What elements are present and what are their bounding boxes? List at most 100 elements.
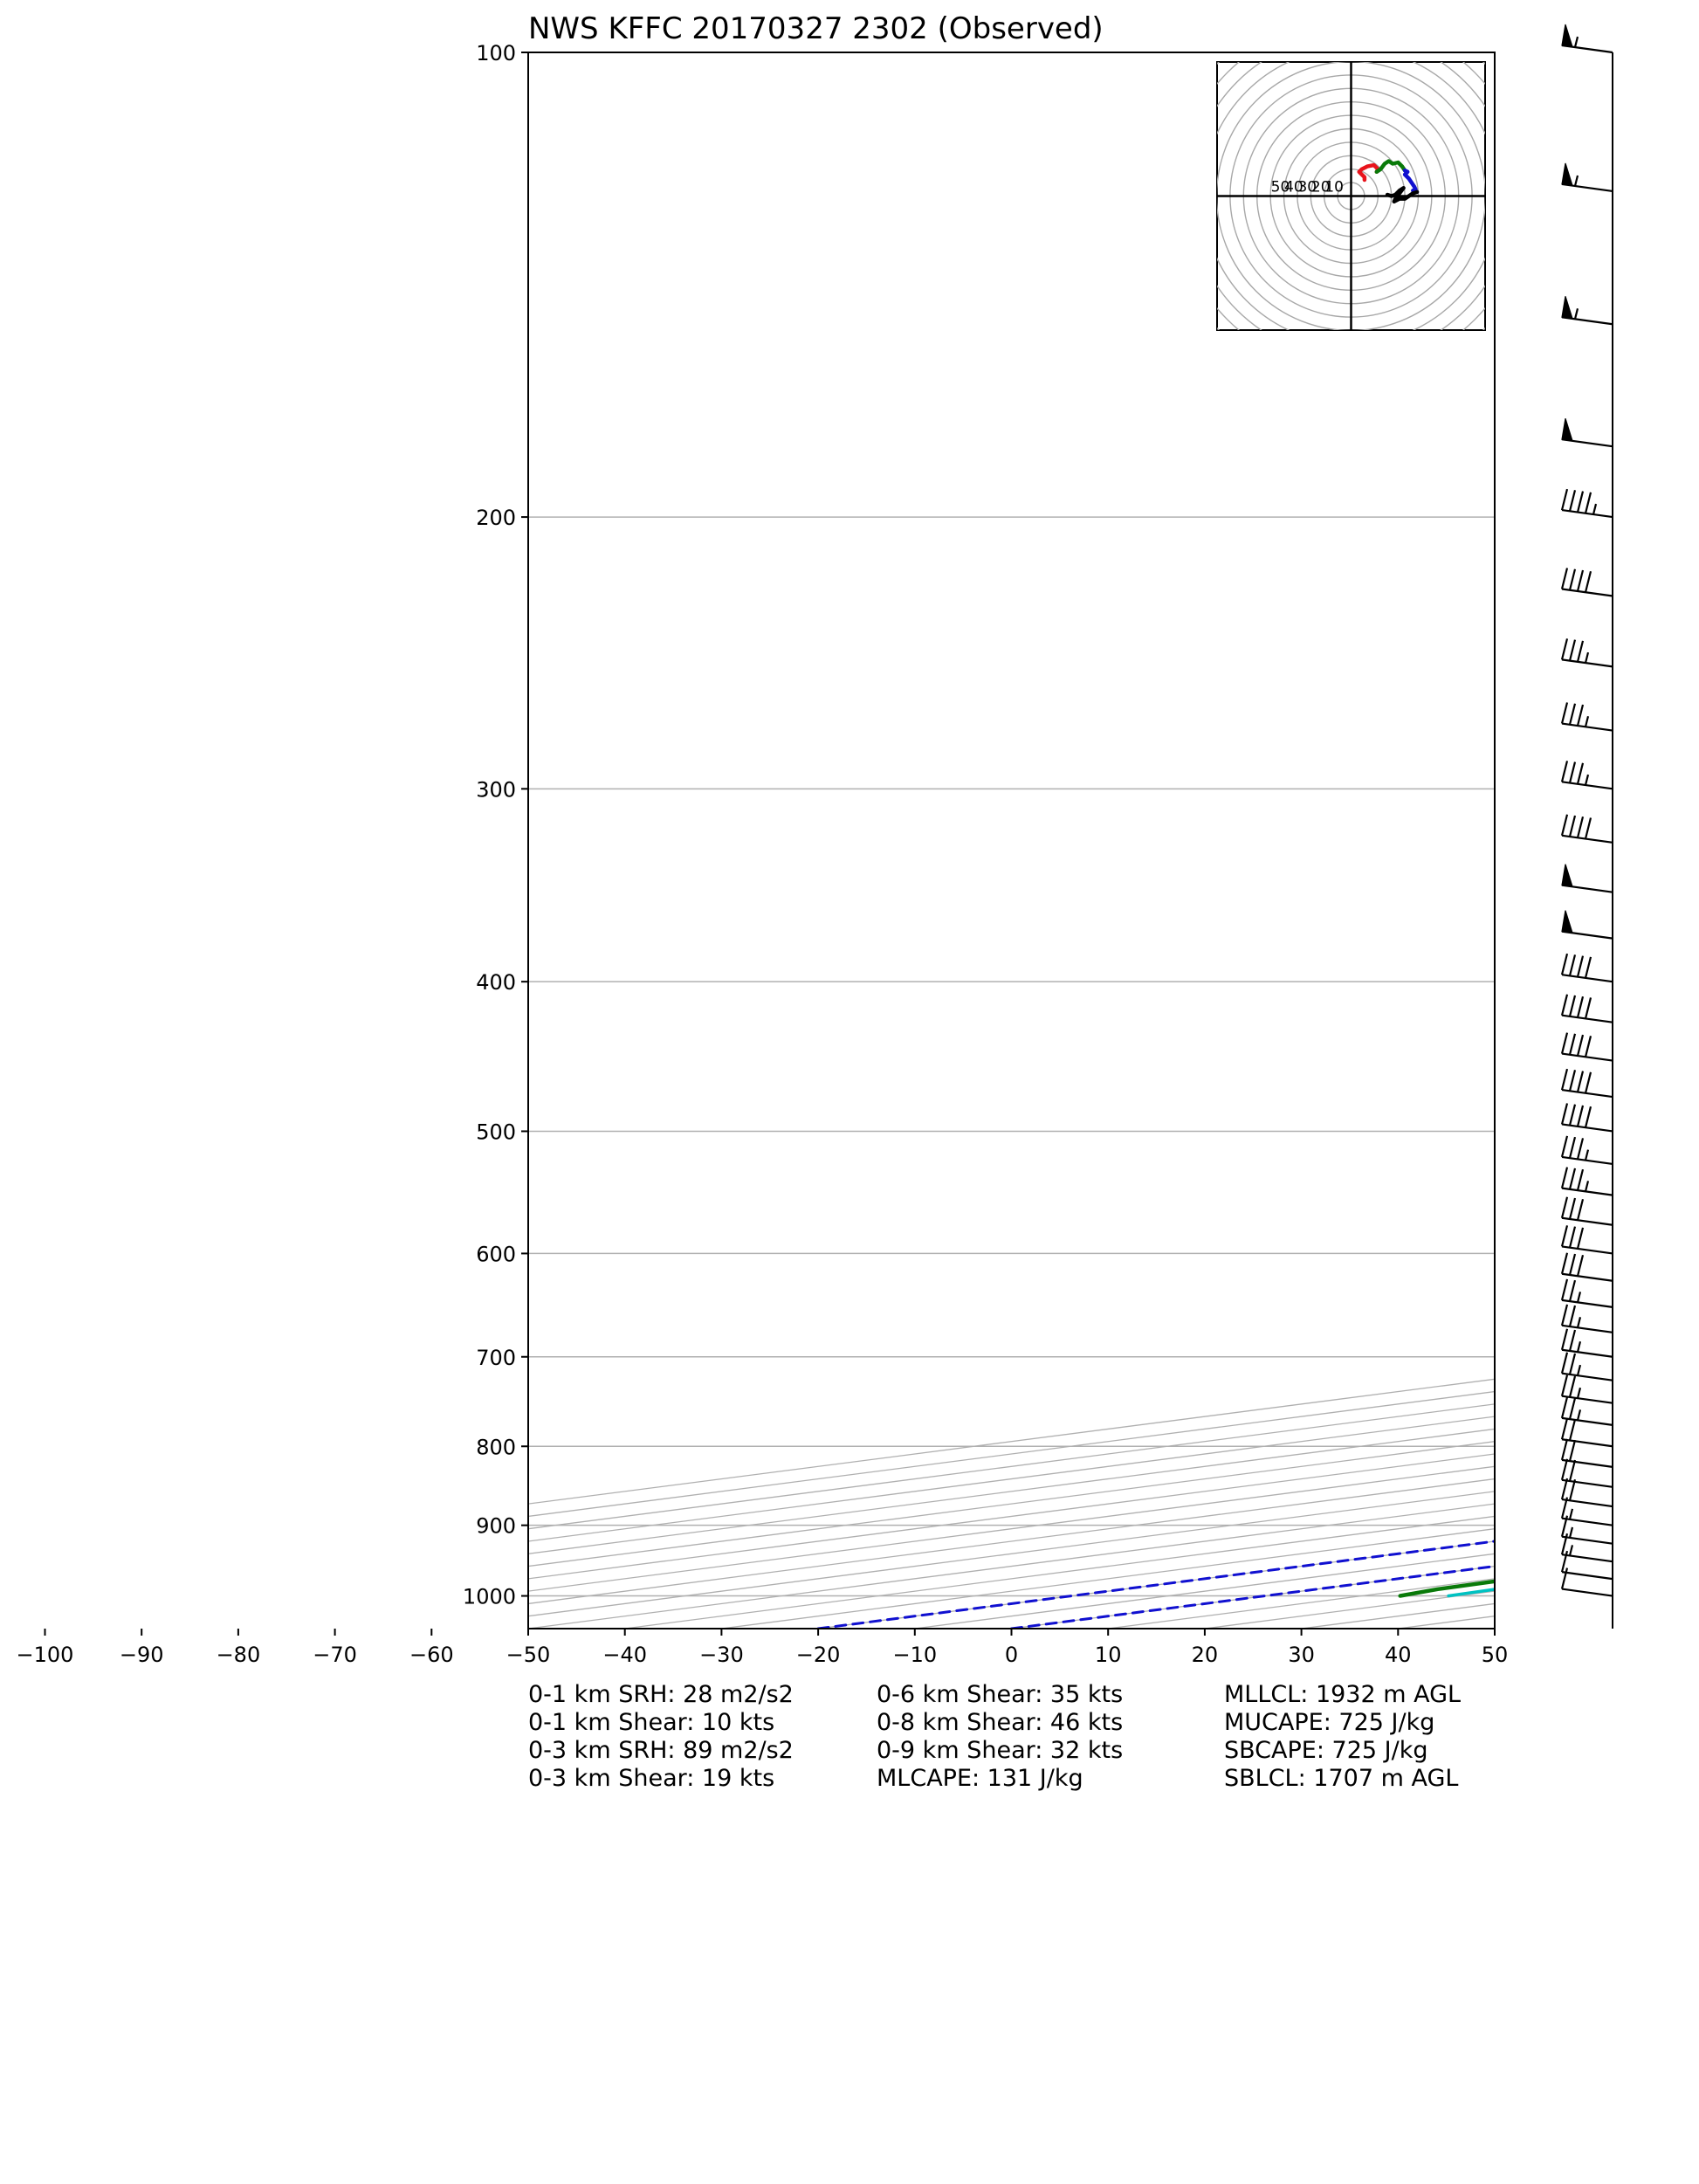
wind-barb-full-tick (1568, 1197, 1577, 1220)
wind-barb-full-tick (1568, 1226, 1577, 1248)
wind-barb-staff (1561, 1187, 1613, 1196)
wind-barb (1560, 1135, 1613, 1166)
wind-barb-half-tick (1592, 503, 1598, 515)
wind-barb-staff (1561, 1299, 1613, 1308)
wind-barb-full-tick (1568, 1353, 1577, 1375)
wind-barb (1561, 910, 1613, 940)
wind-barb-half-tick (1576, 1387, 1582, 1399)
wind-barb-staff (1561, 1272, 1613, 1282)
wind-barb-full-tick (1568, 1479, 1577, 1501)
grid-lines (528, 0, 1699, 1629)
wind-barb (1560, 1478, 1613, 1508)
hodograph-trace (1357, 162, 1380, 183)
stats-column-middle: 0-6 km Shear: 35 kts 0-8 km Shear: 46 kt… (877, 1681, 1123, 1793)
wind-barb (1560, 1196, 1613, 1226)
stat-line: MUCAPE: 725 J/kg (1224, 1709, 1435, 1736)
stat-line: MLCAPE: 131 J/kg (877, 1765, 1083, 1792)
x-tick-label: 50 (1482, 1643, 1509, 1667)
wind-barb-staff (1561, 1155, 1613, 1166)
wind-barb (1560, 1352, 1613, 1381)
x-tick-label: 0 (1005, 1643, 1018, 1667)
y-tick-label: 200 (476, 506, 516, 530)
wind-barb-full-tick (1576, 569, 1585, 592)
y-tick-label: 800 (476, 1435, 516, 1459)
wind-barb-full-tick (1560, 1135, 1569, 1158)
x-tick-label: −100 (17, 1643, 74, 1667)
wind-barb-full-tick (1568, 1033, 1577, 1056)
wind-barb-staff (1561, 1554, 1613, 1563)
hodograph-trace (1402, 168, 1420, 195)
wind-barb (1560, 1458, 1613, 1488)
wind-barb-half-tick (1584, 1149, 1590, 1161)
isotherm-line (721, 1528, 1495, 1629)
wind-barb (1560, 1032, 1613, 1062)
wind-barb-staff (1561, 1416, 1613, 1426)
hodograph-trace (1374, 159, 1407, 175)
wind-barb-staff (1561, 1458, 1613, 1468)
wind-barb (1560, 1328, 1613, 1358)
wind-barb (1561, 864, 1613, 893)
wind-barb-full-tick (1584, 817, 1592, 839)
wind-barb-half-tick (1584, 651, 1590, 664)
hodograph-ring-label: 20 (1311, 179, 1331, 196)
stat-line: 0-3 km SRH: 89 m2/s2 (528, 1737, 794, 1764)
series-parcel (1545, 52, 1699, 1596)
wind-barb (1560, 1533, 1613, 1563)
wind-barb-flag (1561, 24, 1573, 48)
hodograph-ring-label: 50 (1271, 179, 1290, 196)
wind-barb-full-tick (1568, 1253, 1577, 1276)
wind-barb-full-tick (1576, 1071, 1585, 1092)
wind-barb-full-tick (1560, 1478, 1569, 1500)
wind-barb-full-tick (1560, 1497, 1569, 1519)
stat-line: MLLCL: 1932 m AGL (1224, 1681, 1462, 1708)
y-tick-label: 400 (476, 970, 516, 995)
wind-barb (1560, 488, 1613, 519)
wind-barb-flag (1561, 296, 1573, 320)
stat-line: 0-1 km Shear: 10 kts (528, 1709, 775, 1736)
wind-barb (1560, 1278, 1613, 1308)
wind-barb-full-tick (1576, 1105, 1585, 1127)
wind-barb-staff (1561, 1348, 1613, 1358)
wind-barb-full-tick (1560, 1225, 1569, 1247)
stat-line: 0-6 km Shear: 35 kts (877, 1681, 1124, 1708)
wind-barb-full-tick (1560, 1567, 1569, 1589)
wind-barb (1560, 702, 1613, 732)
stat-line: SBCAPE: 725 J/kg (1224, 1737, 1428, 1764)
wind-barb-full-tick (1568, 954, 1577, 976)
wind-barb-full-tick (1584, 1071, 1592, 1094)
wind-barb-staff (1561, 974, 1613, 983)
isotherm-line (1592, 0, 1699, 1629)
x-tick-label: 30 (1288, 1643, 1315, 1667)
wind-barb-full-tick (1576, 1034, 1585, 1057)
y-tick-label: 300 (476, 777, 516, 802)
wind-barb-full-tick (1568, 703, 1577, 726)
wind-barb (1560, 1103, 1613, 1133)
wind-barb (1560, 1438, 1613, 1468)
x-tick-label: −50 (506, 1643, 551, 1667)
wind-barb-full-tick (1560, 638, 1569, 660)
wind-barb-full-tick (1568, 1168, 1577, 1190)
stat-line: 0-8 km Shear: 46 kts (877, 1709, 1124, 1736)
series-virtual-temperature (1545, 1347, 1699, 1596)
wind-barb-staff (1561, 1571, 1613, 1581)
wind-barb (1561, 418, 1613, 448)
wind-barb-full-tick (1584, 492, 1592, 514)
wind-barb-staff (1561, 508, 1613, 519)
wind-barb-full-tick (1568, 995, 1577, 1017)
wind-barb (1560, 1167, 1613, 1196)
x-tick-label: 20 (1192, 1643, 1219, 1667)
wind-barb-full-tick (1576, 1254, 1585, 1277)
wind-barb-half-tick (1584, 774, 1590, 786)
y-tick-label: 600 (476, 1242, 516, 1266)
wind-barb-half-tick (1573, 36, 1579, 48)
wind-barb-full-tick (1560, 1458, 1569, 1481)
wind-barb-staff (1561, 781, 1613, 790)
stat-line: 0-3 km Shear: 19 kts (528, 1765, 775, 1792)
isotherm-line (1494, 1628, 1495, 1629)
wind-barb-full-tick (1576, 1227, 1585, 1250)
wind-barb-full-tick (1568, 1329, 1577, 1352)
wind-barb-half-tick (1584, 715, 1590, 727)
wind-barb-staff (1561, 1438, 1613, 1448)
wind-barb-full-tick (1576, 1138, 1585, 1160)
